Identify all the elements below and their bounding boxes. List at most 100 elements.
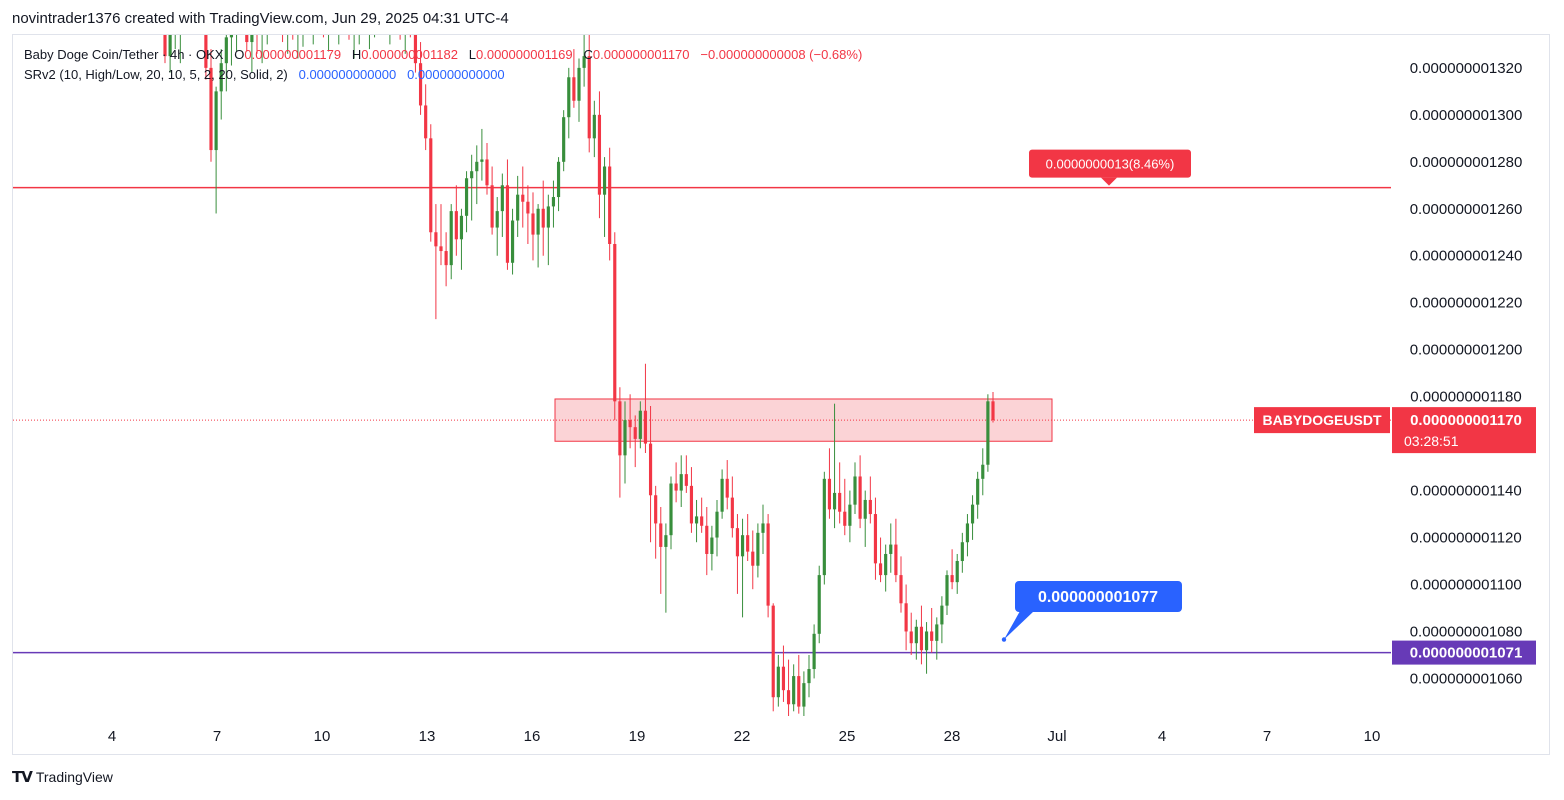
candle[interactable]	[214, 86, 218, 214]
candle[interactable]	[792, 664, 796, 712]
candle[interactable]	[587, 16, 591, 153]
candle[interactable]	[608, 147, 612, 261]
candle[interactable]	[286, 0, 289, 54]
candle[interactable]	[363, 0, 366, 35]
candle[interactable]	[317, 0, 320, 26]
candle[interactable]	[955, 553, 959, 594]
candle[interactable]	[684, 455, 688, 493]
candle[interactable]	[909, 612, 913, 655]
candle[interactable]	[577, 58, 581, 122]
candle[interactable]	[209, 49, 213, 162]
candle[interactable]	[464, 171, 469, 233]
candle[interactable]	[353, 0, 356, 59]
candle[interactable]	[613, 232, 617, 421]
candle[interactable]	[597, 91, 602, 219]
candle[interactable]	[219, 49, 223, 120]
candle[interactable]	[838, 462, 842, 524]
candle[interactable]	[174, 2, 177, 50]
candle[interactable]	[648, 406, 653, 543]
candle[interactable]	[776, 654, 780, 707]
candle[interactable]	[179, 0, 182, 64]
candle[interactable]	[516, 175, 520, 237]
candle[interactable]	[531, 192, 535, 261]
candle[interactable]	[322, 0, 325, 38]
target-callout-box[interactable]	[1015, 581, 1182, 612]
candle[interactable]	[592, 100, 596, 158]
candle[interactable]	[505, 159, 510, 270]
candle[interactable]	[388, 0, 391, 45]
candle[interactable]	[393, 0, 396, 28]
candle[interactable]	[715, 499, 719, 557]
candle[interactable]	[245, 0, 249, 52]
candle[interactable]	[434, 204, 438, 320]
candle[interactable]	[817, 565, 821, 644]
candle[interactable]	[602, 157, 607, 237]
candle[interactable]	[224, 19, 228, 92]
candle[interactable]	[710, 525, 714, 571]
candle[interactable]	[424, 84, 428, 151]
candle[interactable]	[797, 654, 801, 714]
candle[interactable]	[940, 596, 944, 644]
candle[interactable]	[976, 471, 980, 519]
candle[interactable]	[500, 173, 504, 237]
candle[interactable]	[337, 0, 340, 45]
candle[interactable]	[730, 476, 734, 538]
candle[interactable]	[255, 0, 258, 54]
candle[interactable]	[418, 42, 423, 115]
candle[interactable]	[296, 2, 299, 59]
candle[interactable]	[546, 194, 550, 266]
candle[interactable]	[327, 0, 330, 52]
candle[interactable]	[526, 185, 530, 244]
candle[interactable]	[184, 0, 187, 21]
candle[interactable]	[894, 518, 898, 583]
candle[interactable]	[541, 180, 545, 256]
candle[interactable]	[404, 0, 407, 54]
candle[interactable]	[301, 0, 304, 47]
candle[interactable]	[848, 490, 852, 543]
candle[interactable]	[281, 0, 284, 43]
candle[interactable]	[475, 145, 479, 205]
candle[interactable]	[858, 455, 862, 529]
candle[interactable]	[444, 232, 448, 287]
candle[interactable]	[556, 157, 561, 212]
candle[interactable]	[843, 478, 847, 536]
candle[interactable]	[633, 415, 637, 468]
candle[interactable]	[679, 455, 683, 508]
candle[interactable]	[495, 197, 499, 256]
candle[interactable]	[812, 624, 816, 679]
candle[interactable]	[429, 124, 433, 242]
candle[interactable]	[935, 617, 939, 660]
candle[interactable]	[889, 523, 893, 573]
candle[interactable]	[383, 0, 386, 33]
candle[interactable]	[204, 0, 208, 80]
candle[interactable]	[368, 0, 371, 50]
candle[interactable]	[786, 659, 791, 721]
candle[interactable]	[654, 485, 658, 559]
candle[interactable]	[884, 544, 888, 592]
candle[interactable]	[970, 495, 975, 540]
candle[interactable]	[746, 514, 750, 562]
candle[interactable]	[950, 549, 954, 590]
candle[interactable]	[924, 622, 929, 674]
candle[interactable]	[373, 0, 376, 38]
candle[interactable]	[725, 460, 729, 510]
candle[interactable]	[510, 208, 515, 275]
candle[interactable]	[827, 448, 832, 519]
candle[interactable]	[582, 26, 586, 87]
candle[interactable]	[235, 0, 238, 52]
candle[interactable]	[771, 603, 775, 712]
candle[interactable]	[194, 0, 197, 33]
candle[interactable]	[965, 514, 970, 557]
candle[interactable]	[567, 67, 571, 139]
candle[interactable]	[536, 204, 540, 268]
candle[interactable]	[409, 0, 412, 38]
candle[interactable]	[720, 469, 724, 519]
candle[interactable]	[449, 204, 453, 280]
candle[interactable]	[347, 0, 350, 40]
candle[interactable]	[822, 471, 826, 585]
candle[interactable]	[480, 128, 484, 181]
candle[interactable]	[459, 208, 464, 270]
candle[interactable]	[766, 514, 770, 618]
candle[interactable]	[399, 0, 402, 40]
